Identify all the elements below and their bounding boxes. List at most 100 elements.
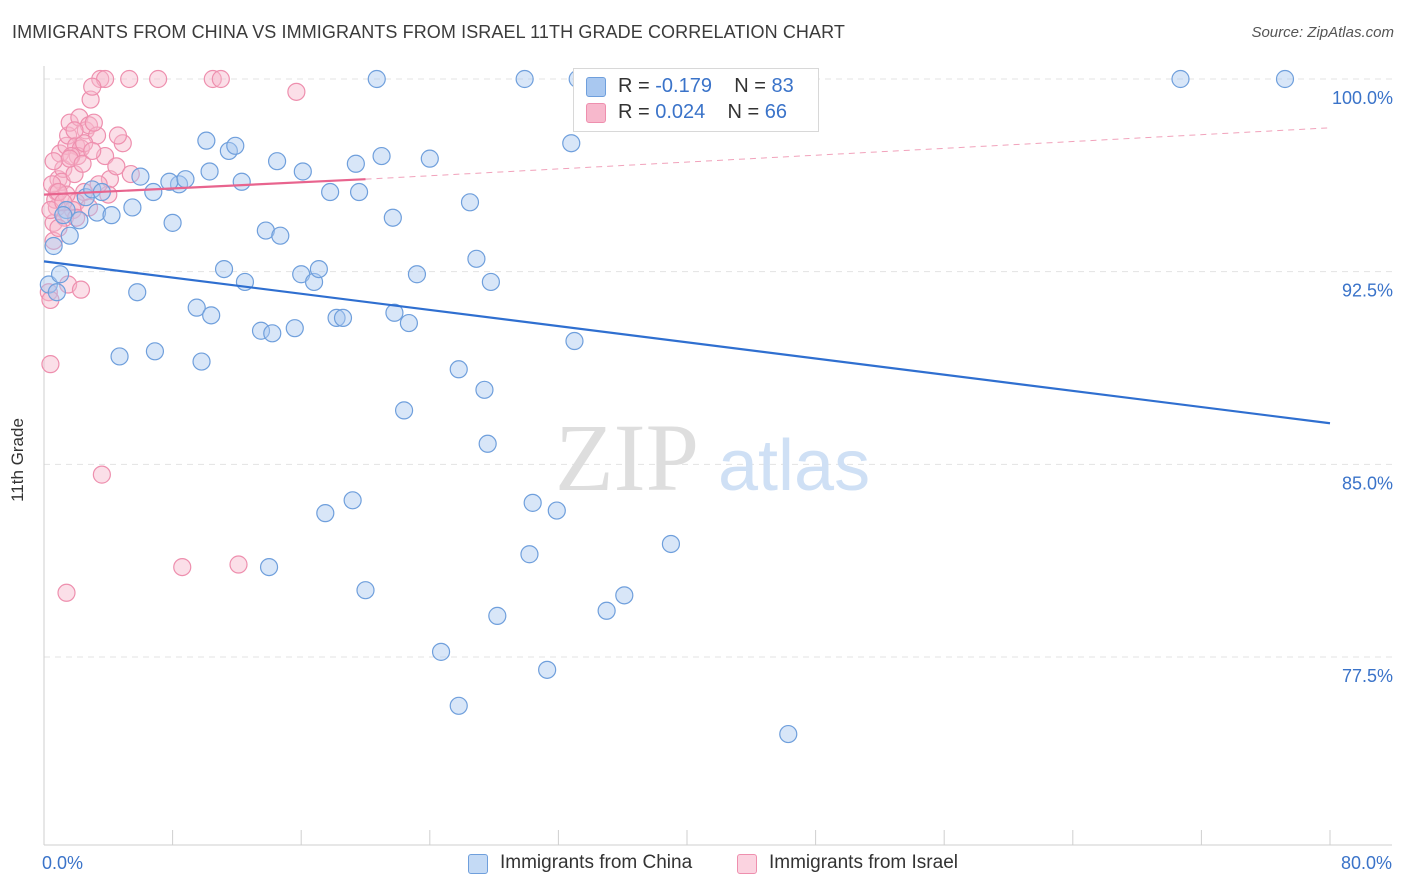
china-point-23 bbox=[263, 324, 282, 343]
china-point-73 bbox=[597, 601, 616, 620]
china-point-5 bbox=[70, 211, 89, 230]
y-tick-label-2: 85.0% bbox=[1342, 473, 1393, 493]
china-point-69 bbox=[520, 545, 539, 564]
china-point-14 bbox=[197, 131, 216, 150]
israel-point-25 bbox=[83, 77, 102, 96]
israel-trend-line bbox=[43, 178, 366, 196]
israel-point-50 bbox=[229, 555, 248, 574]
china-point-1 bbox=[44, 236, 63, 256]
china-point-48 bbox=[475, 380, 494, 399]
china-point-18 bbox=[293, 162, 312, 181]
china-point-55 bbox=[367, 69, 386, 89]
china-point-82 bbox=[226, 136, 245, 155]
watermark-zip: ZIP bbox=[555, 404, 699, 511]
china-point-43 bbox=[394, 401, 414, 420]
israel-point-56 bbox=[73, 154, 92, 173]
china-point-17 bbox=[267, 152, 287, 171]
china-point-39 bbox=[383, 208, 402, 227]
israel-point-24 bbox=[287, 82, 306, 101]
china-point-58 bbox=[1171, 69, 1190, 89]
israel-point-59 bbox=[44, 152, 63, 171]
watermark-atlas: atlas bbox=[718, 426, 870, 506]
israel-point-23 bbox=[211, 69, 230, 89]
israel-point-48 bbox=[92, 465, 111, 484]
china-point-64 bbox=[316, 504, 335, 523]
source-label: Source: ZipAtlas.com bbox=[1251, 24, 1394, 41]
china-point-32 bbox=[128, 283, 147, 302]
china-r-label: R = bbox=[618, 75, 650, 97]
china-point-29 bbox=[285, 319, 304, 338]
china-point-40 bbox=[385, 303, 404, 322]
china-point-67 bbox=[547, 501, 566, 520]
china-point-4 bbox=[57, 200, 76, 220]
china-point-2 bbox=[50, 265, 70, 284]
china-point-74 bbox=[488, 606, 507, 625]
china-point-11 bbox=[163, 213, 182, 232]
china-point-45 bbox=[460, 193, 480, 212]
china-point-30 bbox=[187, 298, 206, 317]
china-point-54 bbox=[562, 134, 581, 153]
china-point-3 bbox=[60, 226, 79, 245]
china-points bbox=[39, 69, 1295, 744]
china-swatch bbox=[586, 77, 606, 97]
stats-legend: R = -0.179 N = 83 R = 0.024 N = 66 bbox=[573, 68, 819, 132]
israel-point-60 bbox=[65, 121, 84, 140]
israel-n-label: N = bbox=[727, 101, 760, 123]
israel-swatch bbox=[586, 103, 606, 123]
china-point-34 bbox=[145, 342, 165, 361]
china-point-52 bbox=[372, 146, 391, 166]
china-point-9 bbox=[123, 198, 142, 217]
legend-china-label: Immigrants from China bbox=[500, 852, 693, 873]
china-point-65 bbox=[343, 491, 362, 510]
israel-point-2 bbox=[41, 355, 60, 374]
china-point-77 bbox=[449, 696, 468, 715]
china-point-27 bbox=[327, 308, 346, 328]
israel-point-57 bbox=[83, 141, 102, 161]
grid-layer bbox=[44, 78, 1392, 658]
china-point-68 bbox=[661, 534, 681, 554]
china-point-22 bbox=[251, 321, 271, 340]
china-point-13 bbox=[200, 162, 219, 181]
china-point-49 bbox=[478, 434, 497, 453]
china-r-value: -0.179 bbox=[655, 75, 712, 97]
y-tick-label-0: 100.0% bbox=[1332, 88, 1393, 108]
israel-point-43 bbox=[84, 113, 103, 132]
china-point-76 bbox=[538, 660, 557, 679]
israel-r-value: 0.024 bbox=[655, 101, 706, 123]
israel-n-value: 66 bbox=[764, 101, 788, 123]
trend-layer bbox=[43, 127, 1331, 425]
china-n-value: 83 bbox=[771, 75, 794, 97]
israel-point-47 bbox=[71, 280, 91, 299]
israel-point-21 bbox=[149, 69, 168, 89]
china-point-16 bbox=[232, 172, 251, 191]
china-point-46 bbox=[467, 249, 486, 268]
china-point-53 bbox=[420, 149, 439, 168]
china-point-81 bbox=[176, 170, 195, 189]
series-legend: Immigrants from China Immigrants from Is… bbox=[0, 852, 1406, 878]
china-point-26 bbox=[309, 259, 328, 279]
china-point-80 bbox=[102, 206, 121, 225]
china-point-60 bbox=[131, 167, 150, 186]
israel-point-51 bbox=[57, 583, 76, 602]
y-tick-label-3: 77.5% bbox=[1342, 666, 1393, 686]
x-tick-min: 0.0% bbox=[42, 853, 84, 873]
china-trend-line bbox=[43, 260, 1331, 425]
legend-china-swatch bbox=[468, 854, 488, 874]
china-point-51 bbox=[346, 154, 365, 173]
israel-trend-extension bbox=[365, 127, 1331, 180]
china-n-label: N = bbox=[734, 75, 766, 97]
israel-point-30 bbox=[107, 157, 126, 176]
israel-r-label: R = bbox=[618, 101, 650, 123]
israel-point-54 bbox=[49, 182, 68, 202]
china-point-50 bbox=[565, 331, 584, 351]
china-point-63 bbox=[54, 206, 73, 225]
y-tick-labels: 100.0% 92.5% 85.0% 77.5% bbox=[1332, 88, 1393, 686]
china-point-35 bbox=[192, 352, 211, 371]
china-point-71 bbox=[356, 581, 375, 600]
chart-title: IMMIGRANTS FROM CHINA VS IMMIGRANTS FROM… bbox=[12, 22, 846, 42]
china-point-79 bbox=[47, 283, 66, 302]
china-point-7 bbox=[87, 203, 107, 222]
china-point-38 bbox=[349, 182, 369, 202]
china-point-56 bbox=[515, 69, 534, 89]
